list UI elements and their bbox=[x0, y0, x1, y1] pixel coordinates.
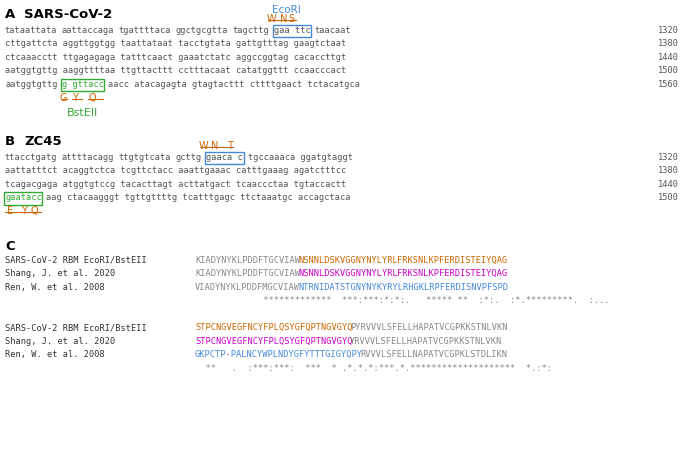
Text: S: S bbox=[289, 14, 295, 24]
Text: 1500: 1500 bbox=[658, 66, 679, 76]
Text: C: C bbox=[5, 240, 15, 253]
Text: STPCNGVEGFNCYFPLQSYGFQPTNGVGYQ: STPCNGVEGFNCYFPLQSYGFQPTNGVGYQ bbox=[195, 337, 352, 346]
Text: NTRNIDATSTGNYNYKYRYLRHGKLRPFERDISNVPFSPD: NTRNIDATSTGNYNYKYRYLRHGKLRPFERDISNVPFSPD bbox=[299, 283, 508, 292]
Text: Y: Y bbox=[72, 93, 78, 103]
Text: aatggtgttg: aatggtgttg bbox=[5, 80, 58, 89]
Text: gaa ttc: gaa ttc bbox=[274, 26, 310, 35]
Text: Shang, J. et al. 2020: Shang, J. et al. 2020 bbox=[5, 269, 116, 278]
Text: tataattata: tataattata bbox=[5, 26, 58, 35]
Text: 1440: 1440 bbox=[658, 53, 679, 62]
Text: ttgtgtcata: ttgtgtcata bbox=[118, 153, 171, 162]
Text: ZC45: ZC45 bbox=[24, 135, 62, 148]
Text: attttacagg: attttacagg bbox=[62, 153, 114, 162]
Text: gcttg: gcttg bbox=[175, 153, 202, 162]
Text: tcagacgaga atggtgtccg tacacttagt acttatgact tcaaccctaa tgtaccactt: tcagacgaga atggtgtccg tacacttagt acttatg… bbox=[5, 180, 346, 189]
Text: ctcaaacctt ttgagagaga tatttcaact gaaatctatc aggccggtag cacaccttgt: ctcaaacctt ttgagagaga tatttcaact gaaatct… bbox=[5, 53, 346, 62]
Text: FRKSNLKPFERDISTEIYQAG: FRKSNLKPFERDISTEIYQAG bbox=[397, 269, 507, 278]
Text: 1320: 1320 bbox=[658, 26, 679, 35]
Text: RVVVLSFELLNAPATVCGPKLSTDLIKN: RVVVLSFELLNAPATVCGPKLSTDLIKN bbox=[361, 350, 507, 360]
Text: T: T bbox=[227, 141, 232, 151]
Text: W: W bbox=[267, 14, 276, 24]
Text: SARS-CoV-2 RBM EcoRI/BstEII: SARS-CoV-2 RBM EcoRI/BstEII bbox=[5, 256, 147, 265]
Text: A: A bbox=[5, 8, 15, 21]
Text: 1500: 1500 bbox=[658, 193, 679, 202]
Text: B: B bbox=[5, 135, 15, 148]
Text: E: E bbox=[6, 206, 13, 216]
Text: gaaca c: gaaca c bbox=[207, 153, 243, 162]
Text: 1380: 1380 bbox=[658, 40, 679, 48]
Text: G: G bbox=[60, 93, 67, 103]
Text: Y: Y bbox=[21, 206, 26, 216]
Text: N: N bbox=[211, 141, 218, 151]
Text: taacaat: taacaat bbox=[315, 26, 351, 35]
Text: tagcttg: tagcttg bbox=[232, 26, 269, 35]
Text: YRVVVLSFELLHAPATVCGPKKSTNLVKN: YRVVVLSFELLHAPATVCGPKKSTNLVKN bbox=[350, 337, 503, 346]
Text: SARS-CoV-2: SARS-CoV-2 bbox=[24, 8, 112, 21]
Text: aag ctacaagggt tgttgttttg tcatttgagc ttctaaatgc accagctaca: aag ctacaagggt tgttgttttg tcatttgagc ttc… bbox=[47, 193, 351, 202]
Text: BstEII: BstEII bbox=[67, 108, 98, 118]
Text: aacc atacagagta gtagtacttt cttttgaact tctacatgca: aacc atacagagta gtagtacttt cttttgaact tc… bbox=[109, 80, 361, 89]
Text: gaatacc: gaatacc bbox=[5, 193, 42, 202]
Text: SARS-CoV-2 RBM EcoRI/BstEII: SARS-CoV-2 RBM EcoRI/BstEII bbox=[5, 324, 147, 332]
Text: Ren, W. et al. 2008: Ren, W. et al. 2008 bbox=[5, 283, 105, 292]
Text: tgccaaaca ggatgtaggt: tgccaaaca ggatgtaggt bbox=[248, 153, 353, 162]
Bar bbox=[273, 25, 311, 37]
Text: aattaccaga: aattaccaga bbox=[62, 26, 114, 35]
Text: N: N bbox=[280, 14, 287, 24]
Text: NSNNLDSKVGGNYNYLYRL: NSNNLDSKVGGNYNYLYRL bbox=[299, 269, 398, 278]
Text: ttacctgatg: ttacctgatg bbox=[5, 153, 58, 162]
Text: EcoRI: EcoRI bbox=[272, 5, 301, 15]
Text: ggctgcgtta: ggctgcgtta bbox=[175, 26, 228, 35]
Text: KIADYNYKLPDDFTGCVIAW: KIADYNYKLPDDFTGCVIAW bbox=[195, 256, 300, 265]
Bar bbox=[4, 192, 42, 205]
Text: tgattttaca: tgattttaca bbox=[118, 26, 171, 35]
Bar bbox=[205, 152, 244, 164]
Text: *************  ***:***:*:*:.   ***** **  :*:.  :*.*********.  :...: ************* ***:***:*:*:. ***** ** :*:… bbox=[195, 296, 610, 306]
Text: VIADYNYKLPDDFMGCVIAW: VIADYNYKLPDDFMGCVIAW bbox=[195, 283, 300, 292]
Text: Shang, J. et al. 2020: Shang, J. et al. 2020 bbox=[5, 337, 116, 346]
Text: 1560: 1560 bbox=[658, 80, 679, 89]
Text: 1320: 1320 bbox=[658, 153, 679, 162]
Text: 1440: 1440 bbox=[658, 180, 679, 189]
Text: Ren, W. et al. 2008: Ren, W. et al. 2008 bbox=[5, 350, 105, 360]
Text: 1380: 1380 bbox=[658, 166, 679, 175]
Text: PYRVVVLSFELLHAPATVCGPKKSTNLVKN: PYRVVVLSFELLHAPATVCGPKKSTNLVKN bbox=[350, 324, 507, 332]
Text: W: W bbox=[199, 141, 209, 151]
Text: **   .  :***:***:  ***  * .*.*.*:***.*.********************  *.:*:: ** . :***:***: *** * .*.*.*:***.*.******… bbox=[195, 364, 552, 373]
Bar bbox=[61, 79, 104, 91]
Text: g gttacc: g gttacc bbox=[62, 80, 104, 89]
Text: STPCNGVEGFNCYFPLQSYGFQPTNGVGYQ: STPCNGVEGFNCYFPLQSYGFQPTNGVGYQ bbox=[195, 324, 352, 332]
Text: KIADYNYKLPDDFTGCVIAW: KIADYNYKLPDDFTGCVIAW bbox=[195, 269, 300, 278]
Text: cttgattcta aggttggtgg taattataat tacctgtata gattgtttag gaagtctaat: cttgattcta aggttggtgg taattataat tacctgt… bbox=[5, 40, 346, 48]
Text: GKPCTP-PALNCYWPLNDYGFYTTTGIGYQPY: GKPCTP-PALNCYWPLNDYGFYTTTGIGYQPY bbox=[195, 350, 363, 360]
Text: Q: Q bbox=[30, 206, 38, 216]
Text: FRKSNLKPFERDISTEIYQAG: FRKSNLKPFERDISTEIYQAG bbox=[397, 256, 507, 265]
Text: aattatttct acaggtctca tcgttctacc aaattgaaac catttgaaag agatctttcc: aattatttct acaggtctca tcgttctacc aaattga… bbox=[5, 166, 346, 175]
Text: aatggtgttg aaggttttaa ttgttacttt cctttacaat catatggttt ccaacccact: aatggtgttg aaggttttaa ttgttacttt cctttac… bbox=[5, 66, 346, 76]
Text: Q: Q bbox=[88, 93, 96, 103]
Text: NSNNLDSKVGGNYNYLYRL: NSNNLDSKVGGNYNYLYRL bbox=[299, 256, 398, 265]
